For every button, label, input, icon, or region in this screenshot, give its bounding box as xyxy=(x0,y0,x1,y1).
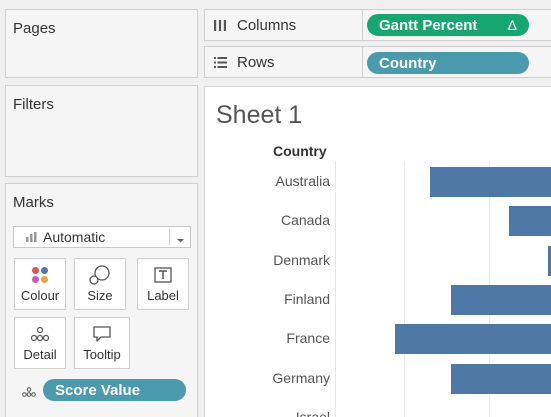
rows-shelf-label: Rows xyxy=(205,47,363,77)
pages-card: Pages xyxy=(5,9,198,78)
detail-label: Detail xyxy=(23,347,57,362)
gantt-bar[interactable] xyxy=(509,206,551,237)
gantt-percent-pill[interactable]: Gantt Percent Δ xyxy=(367,14,529,36)
marks-title: Marks xyxy=(13,194,54,211)
label-button[interactable]: Label xyxy=(137,258,189,310)
country-label[interactable]: France xyxy=(286,330,330,347)
delta-icon: Δ xyxy=(507,17,517,33)
columns-label-text: Columns xyxy=(237,16,297,34)
gantt-bar[interactable] xyxy=(548,245,551,276)
tooltip-label: Tooltip xyxy=(83,347,121,362)
country-pill[interactable]: Country xyxy=(367,52,529,74)
chevron-down-icon xyxy=(176,232,185,248)
gantt-percent-text: Gantt Percent xyxy=(379,16,478,34)
size-button[interactable]: Size xyxy=(74,258,126,310)
colour-icon xyxy=(15,265,65,285)
grid-line xyxy=(404,161,405,417)
columns-shelf: Columns Gantt Percent Δ xyxy=(204,9,551,41)
rows-label-text: Rows xyxy=(237,53,275,71)
dropdown-divider xyxy=(169,229,170,245)
worksheet-view: Sheet 1 Country Australia Canada Denmark Fi… xyxy=(204,86,551,417)
colour-button[interactable]: Colour xyxy=(14,258,66,310)
country-label[interactable]: Germany xyxy=(272,369,330,386)
gantt-bar[interactable] xyxy=(451,363,551,394)
label-icon xyxy=(138,265,188,285)
filters-card[interactable]: Filters xyxy=(5,85,198,177)
marks-card: Marks Automatic Colour Size xyxy=(5,183,198,417)
mark-type-value: Automatic xyxy=(43,229,106,245)
sheet-title[interactable]: Sheet 1 xyxy=(216,101,303,129)
size-label: Size xyxy=(87,288,113,303)
gantt-bar[interactable] xyxy=(451,284,551,315)
detail-icon xyxy=(15,324,65,344)
bar-chart-icon xyxy=(26,232,37,242)
country-label[interactable]: Denmark xyxy=(273,251,330,268)
country-label[interactable]: Canada xyxy=(280,212,330,229)
country-label[interactable]: Finland xyxy=(284,290,330,307)
pages-title: Pages xyxy=(13,20,56,37)
tooltip-button[interactable]: Tooltip xyxy=(74,317,130,369)
rows-shelf: Rows Country xyxy=(204,46,551,78)
gantt-bar[interactable] xyxy=(430,167,551,197)
colour-label: Colour xyxy=(20,288,60,303)
label-label: Label xyxy=(147,288,179,303)
detail-small-icon xyxy=(22,384,36,402)
score-value-pill[interactable]: Score Value xyxy=(43,379,186,401)
country-label[interactable]: Australia xyxy=(275,173,330,189)
filters-title: Filters xyxy=(13,96,54,113)
axis-line xyxy=(335,161,336,417)
size-icon xyxy=(75,265,125,285)
country-column-header[interactable]: Country xyxy=(273,143,327,159)
detail-button[interactable]: Detail xyxy=(14,317,66,369)
columns-shelf-label: Columns xyxy=(205,10,363,40)
gantt-bar[interactable] xyxy=(395,324,551,355)
rows-icon xyxy=(213,56,227,68)
mark-type-dropdown[interactable]: Automatic xyxy=(13,226,191,248)
country-label[interactable]: Israel xyxy=(295,408,330,417)
tooltip-icon xyxy=(75,324,129,344)
columns-icon xyxy=(213,19,227,31)
